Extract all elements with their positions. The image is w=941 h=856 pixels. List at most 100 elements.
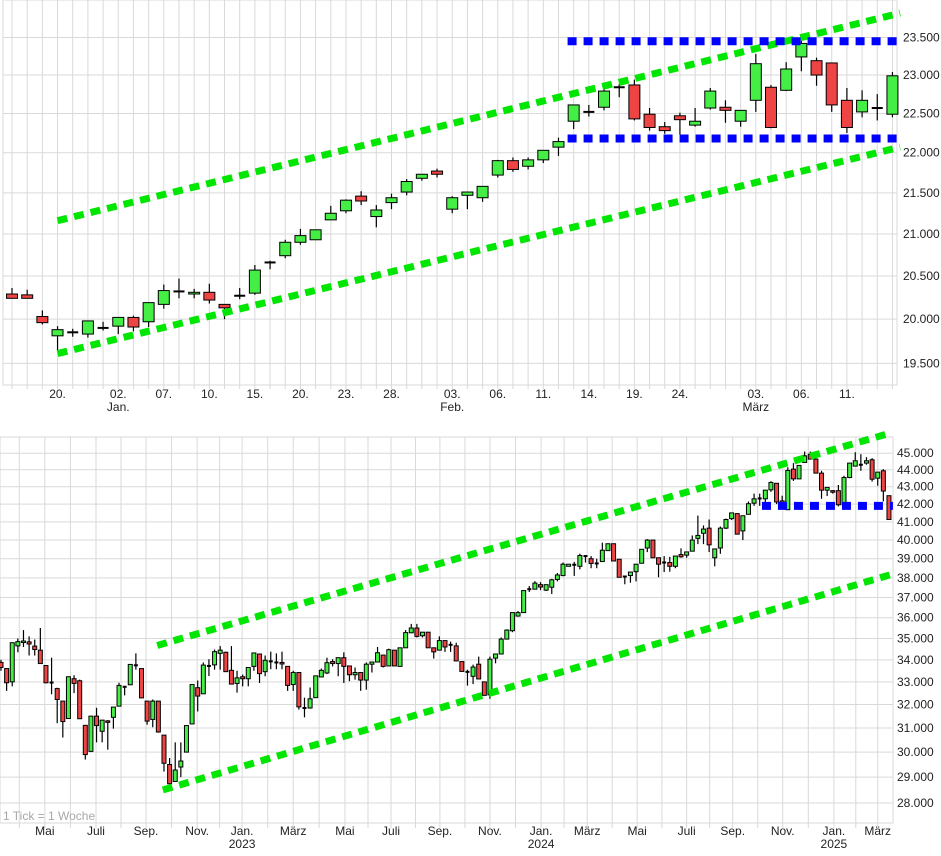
candle-body-up	[99, 719, 105, 732]
candle	[6, 287, 18, 299]
candle	[650, 539, 656, 559]
candle-body-up	[279, 241, 292, 257]
candle-body-up	[689, 120, 702, 126]
candle	[442, 640, 448, 652]
candle-body-up	[852, 460, 858, 467]
candle	[465, 669, 470, 686]
candle-body-up	[712, 548, 718, 559]
x-tick-label: März	[864, 824, 891, 838]
candle	[257, 653, 263, 683]
candle-body-down	[442, 640, 448, 648]
candle	[446, 196, 459, 214]
candle-body-up	[749, 63, 762, 101]
candle-body-up	[751, 498, 757, 504]
candle-body-down	[240, 676, 246, 680]
candle	[509, 612, 515, 633]
candle	[173, 278, 185, 299]
y-tick-label: 43.000	[897, 480, 934, 494]
candle	[785, 467, 791, 511]
candle	[414, 623, 420, 638]
candle	[825, 62, 838, 112]
candle-body-up	[639, 548, 645, 564]
candle	[522, 157, 535, 170]
candle	[476, 185, 489, 202]
candle-body-up	[248, 269, 261, 294]
candle	[810, 57, 823, 86]
candle	[701, 525, 706, 545]
candle-body-down	[82, 724, 88, 756]
candle-body-up	[549, 579, 555, 588]
candle-body-up	[824, 486, 830, 491]
weekly-candlestick-chart: 28.000 29.000 30.000 31.000 32.000 33.000 34.0…	[0, 430, 934, 851]
candle	[627, 571, 633, 583]
candle-body-up	[598, 90, 611, 108]
candle-body-down	[94, 715, 100, 727]
x-tick-label: Mai	[35, 824, 54, 838]
candle-body-up	[599, 549, 605, 563]
x-tick-label: Sep.	[720, 824, 745, 838]
candle-body-up	[566, 563, 572, 567]
candle	[37, 628, 43, 665]
candle-body-up	[386, 649, 392, 667]
candle-body-up	[290, 672, 296, 686]
candle	[719, 100, 732, 123]
candle-body-down	[218, 303, 231, 309]
candle-body-up	[567, 104, 580, 122]
y-tick-label: 21.000	[903, 227, 940, 241]
candle-body-up	[363, 663, 369, 681]
candle	[616, 558, 622, 578]
candle	[734, 109, 747, 127]
candle	[363, 662, 369, 690]
candle-body-down	[71, 678, 77, 684]
candle-body-up	[723, 518, 729, 529]
candle-body-down	[476, 663, 482, 680]
candle-body-down	[825, 62, 838, 106]
candle-body-down	[673, 115, 686, 121]
candle	[142, 302, 155, 328]
candle	[431, 647, 437, 659]
daily-candlestick-chart: 19.500 20.000 20.500 21.000 21.500 22.000 22.5…	[2, 0, 940, 414]
candle	[324, 205, 337, 221]
candle-body-down	[358, 672, 364, 681]
candle-body-up	[644, 539, 650, 549]
candle-body-up	[375, 652, 381, 663]
candle-body-up	[491, 160, 504, 176]
trend-channel-line	[56, 9, 901, 225]
y-tick-label: 20.000	[903, 312, 940, 326]
candle	[161, 734, 167, 772]
candle	[871, 94, 883, 121]
candle	[279, 239, 292, 259]
candle-body-up	[672, 555, 678, 567]
candle-body-up	[577, 554, 583, 567]
candle	[527, 586, 532, 592]
candle	[880, 469, 886, 502]
candle	[223, 651, 229, 673]
candle-body-up	[369, 661, 375, 665]
y-tick-label: 21.500	[903, 186, 940, 200]
candle	[212, 649, 218, 670]
candle	[835, 485, 841, 507]
candle	[869, 458, 875, 482]
candle-body-down	[346, 665, 352, 676]
candle-body-up	[509, 612, 515, 632]
candle	[21, 289, 34, 299]
x-tick-label: Sep.	[428, 824, 453, 838]
candle	[43, 665, 49, 684]
candle	[167, 758, 173, 785]
candle-body-up	[324, 662, 330, 674]
candle	[172, 742, 178, 782]
candle-body-up	[436, 640, 442, 651]
candle-body-up	[9, 642, 15, 683]
x-tick-label: 20.	[49, 387, 66, 401]
candle	[217, 646, 223, 670]
candle-body-down	[643, 113, 656, 128]
candle	[633, 563, 639, 582]
candle	[358, 672, 364, 691]
candle-body-up	[795, 42, 808, 58]
candle-body-down	[840, 99, 853, 128]
candle-body-down	[105, 720, 111, 723]
candle	[459, 661, 465, 672]
x-tick-label: März	[280, 824, 307, 838]
candle	[296, 672, 302, 710]
candle-body-up	[532, 582, 538, 590]
